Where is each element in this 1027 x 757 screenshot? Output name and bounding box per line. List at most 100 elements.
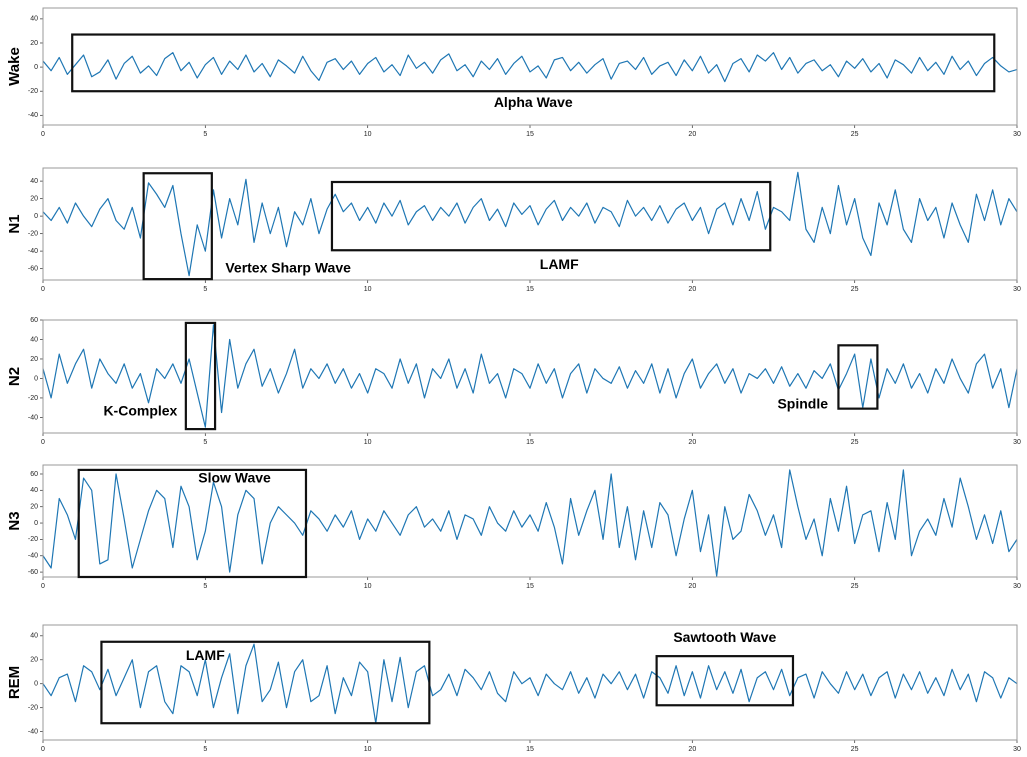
y-tick-label: 0 [34, 681, 38, 688]
annotation-label: Slow Wave [198, 470, 271, 486]
x-tick-label: 15 [526, 746, 534, 753]
x-tick-label: 5 [203, 746, 207, 753]
x-tick-label: 30 [1013, 286, 1021, 293]
x-tick-label: 20 [688, 286, 696, 293]
x-tick-label: 15 [526, 131, 534, 138]
x-tick-label: 30 [1013, 746, 1021, 753]
x-tick-label: 5 [203, 439, 207, 446]
eeg-panel: -40 -20 0 20 40 60 0 5 10 15 20 25 30 N2 K-Complex Spin… [6, 317, 1021, 446]
y-tick-label: -20 [28, 395, 38, 402]
signal-line [43, 324, 1017, 428]
x-tick-label: 10 [364, 439, 372, 446]
y-tick-label: 0 [34, 520, 38, 527]
axes-frame [42, 319, 1018, 434]
plot-area [43, 469, 1017, 577]
plot-area [43, 52, 1017, 83]
annotation-box [655, 655, 795, 707]
y-tick-label: -20 [28, 230, 38, 237]
x-tick-label: 20 [688, 439, 696, 446]
annotation-label: Sawtooth Wave [673, 629, 776, 645]
x-tick-label: 0 [41, 746, 45, 753]
x-tick-label: 0 [41, 583, 45, 590]
eeg-panel: -40 -20 0 20 40 0 5 10 15 20 25 30 Wake Alpha Wave [6, 7, 1021, 138]
annotation-box [184, 321, 217, 431]
eeg-panel: -60 -40 -20 0 20 40 0 5 10 15 20 25 30 N1 Vertex Sharp… [6, 167, 1021, 293]
x-tick-label: 25 [851, 746, 859, 753]
y-tick-label: 20 [30, 504, 38, 511]
y-tick-label: -20 [28, 536, 38, 543]
plot-area [43, 171, 1017, 277]
y-tick-label: -40 [28, 248, 38, 255]
x-tick-label: 0 [41, 131, 45, 138]
y-tick-label: 0 [34, 375, 38, 382]
y-axis-label: Wake [6, 47, 23, 86]
y-tick-label: 60 [30, 317, 38, 324]
annotation-box [330, 180, 772, 252]
axes-frame [42, 167, 1018, 281]
x-tick-label: 30 [1013, 583, 1021, 590]
y-tick-label: -60 [28, 569, 38, 576]
y-tick-label: 40 [30, 16, 38, 23]
y-tick-label: -40 [28, 553, 38, 560]
x-tick-label: 15 [526, 583, 534, 590]
y-tick-label: -40 [28, 728, 38, 735]
axes-frame [42, 464, 1018, 578]
signal-line [43, 52, 1017, 83]
y-tick-label: 20 [30, 657, 38, 664]
signal-line [43, 171, 1017, 277]
annotation-label: LAMF [540, 256, 579, 272]
annotation-box [100, 640, 431, 725]
y-tick-label: 40 [30, 487, 38, 494]
x-tick-label: 20 [688, 131, 696, 138]
x-tick-label: 20 [688, 583, 696, 590]
y-tick-label: 40 [30, 336, 38, 343]
y-tick-label: -60 [28, 265, 38, 272]
annotation-box [71, 33, 996, 93]
x-tick-label: 25 [851, 583, 859, 590]
x-tick-label: 10 [364, 131, 372, 138]
y-tick-label: 60 [30, 471, 38, 478]
y-tick-label: -40 [28, 112, 38, 119]
plot-area [43, 643, 1017, 724]
x-tick-label: 15 [526, 439, 534, 446]
y-tick-label: 0 [34, 213, 38, 220]
y-tick-label: 20 [30, 356, 38, 363]
x-tick-label: 25 [851, 131, 859, 138]
x-tick-label: 5 [203, 286, 207, 293]
y-axis-label: N3 [6, 511, 23, 530]
annotation-label: Alpha Wave [494, 94, 573, 110]
axes-frame [42, 7, 1018, 126]
eeg-panel: -40 -20 0 20 40 0 5 10 15 20 25 30 REM LAMF Sawtooth W… [6, 624, 1021, 753]
annotation-label: Spindle [777, 395, 828, 411]
annotation-label: Vertex Sharp Wave [225, 259, 351, 275]
y-tick-label: 20 [30, 195, 38, 202]
x-tick-label: 10 [364, 286, 372, 293]
x-tick-label: 0 [41, 286, 45, 293]
annotation-label: K-Complex [103, 402, 177, 418]
annotation-box [142, 172, 213, 281]
y-tick-label: 20 [30, 40, 38, 47]
y-axis-label: N1 [6, 214, 23, 233]
annotation-box [837, 344, 879, 410]
x-tick-label: 5 [203, 583, 207, 590]
x-tick-label: 0 [41, 439, 45, 446]
y-tick-label: -20 [28, 88, 38, 95]
y-tick-label: -20 [28, 705, 38, 712]
x-tick-label: 10 [364, 583, 372, 590]
plot-area [43, 324, 1017, 428]
y-tick-label: -40 [28, 414, 38, 421]
x-tick-label: 25 [851, 439, 859, 446]
x-tick-label: 25 [851, 286, 859, 293]
signal-line [43, 469, 1017, 577]
x-tick-label: 20 [688, 746, 696, 753]
y-tick-label: 40 [30, 633, 38, 640]
eeg-panel: -60 -40 -20 0 20 40 60 0 5 10 15 20 25 30 N3 Slow Wave [6, 464, 1021, 590]
signal-line [43, 643, 1017, 724]
x-tick-label: 5 [203, 131, 207, 138]
x-tick-label: 10 [364, 746, 372, 753]
x-tick-label: 15 [526, 286, 534, 293]
y-tick-label: 40 [30, 178, 38, 185]
y-axis-label: N2 [6, 367, 23, 386]
